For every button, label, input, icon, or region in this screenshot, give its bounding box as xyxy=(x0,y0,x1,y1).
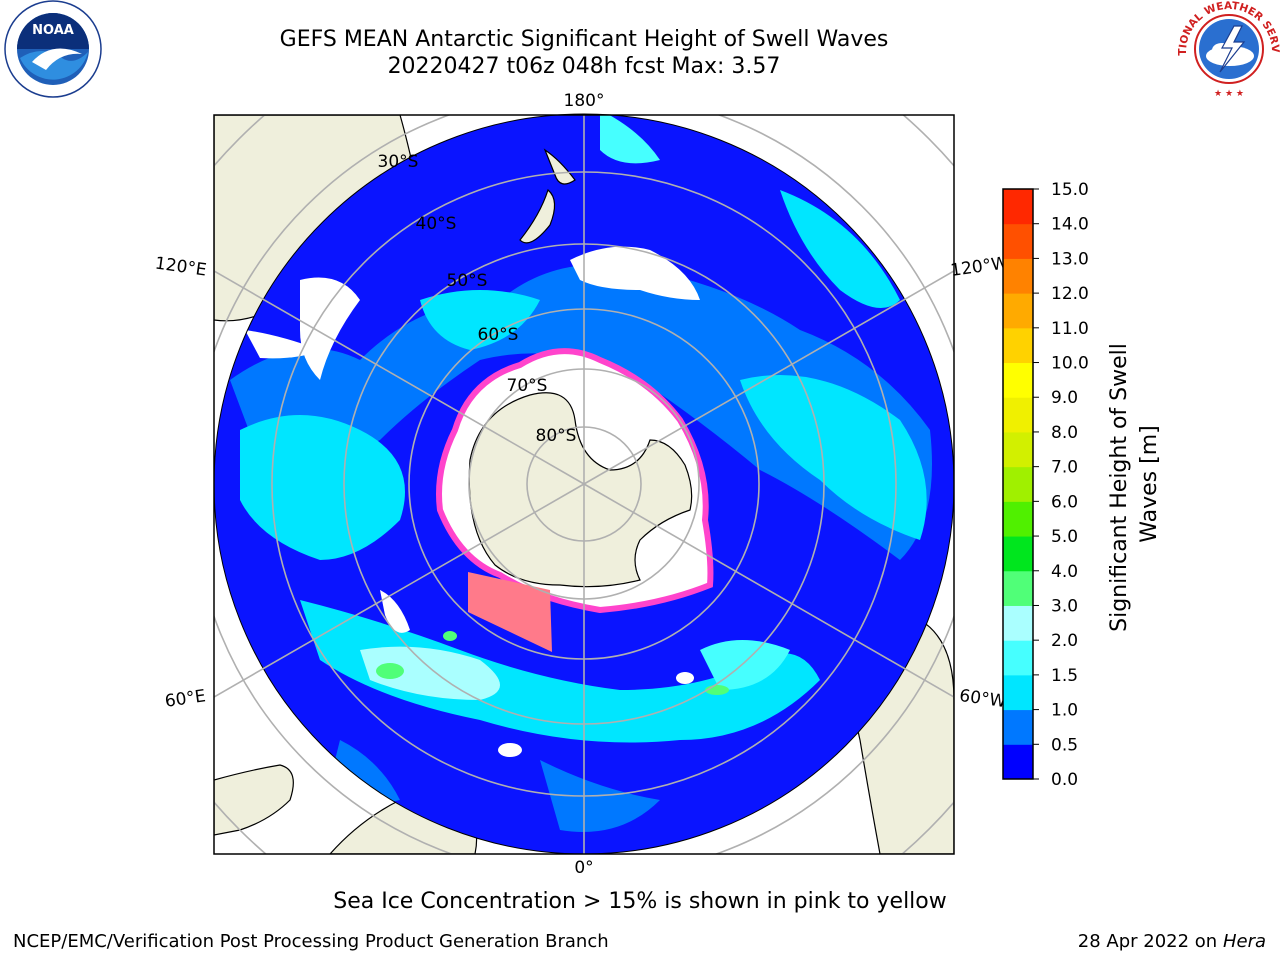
antarctica-land xyxy=(468,392,693,588)
map-plot: 180° 120°E 120°W 60°E 60°W 0° 30°S 40°S … xyxy=(154,91,1010,878)
colorbar-bin xyxy=(1003,744,1033,780)
map-frame xyxy=(213,114,955,855)
colorbar-bin xyxy=(1003,466,1033,502)
credit-date: 28 Apr 2022 on xyxy=(1077,931,1218,952)
colorbar-frame xyxy=(1002,188,1034,780)
lat-label-40s: 40°S xyxy=(416,214,457,234)
sea-ice-region xyxy=(468,572,552,652)
colorbar-tick-label: 11.0 xyxy=(1051,319,1089,339)
credit-host: Hera xyxy=(1222,931,1266,952)
lon-label-0: 0° xyxy=(574,858,593,878)
lat-label-70s: 70°S xyxy=(507,376,548,396)
colorbar-tick-label: 7.0 xyxy=(1051,458,1078,478)
colorbar-tick-label: 1.0 xyxy=(1051,701,1078,721)
colorbar-tick-label: 0.5 xyxy=(1051,735,1078,755)
colorbar-bin xyxy=(1003,397,1033,433)
lon-label-120e: 120°E xyxy=(154,254,208,281)
lon-label-60w: 60°W xyxy=(958,686,1007,712)
colorbar-tick-label: 8.0 xyxy=(1051,423,1078,443)
colorbar-label: Significant Height of Swell Waves [m] xyxy=(1107,336,1162,632)
svg-text:Significant Height of Swell: Significant Height of Swell Waves [m] xyxy=(1107,336,1162,632)
colorbar-tick-label: 5.0 xyxy=(1051,527,1078,547)
noaa-logo: NOAA xyxy=(4,0,102,98)
credit-right: 28 Apr 2022 on Hera xyxy=(1078,931,1266,952)
chart-title: GEFS MEAN Antarctic Significant Height o… xyxy=(279,27,889,52)
lon-label-120w: 120°W xyxy=(949,253,1009,281)
colorbar-bin xyxy=(1003,293,1033,329)
colorbar-bin xyxy=(1003,605,1033,641)
noaa-logo-text: NOAA xyxy=(32,23,74,38)
colorbar-bin xyxy=(1003,640,1033,676)
colorbar-bin xyxy=(1003,536,1033,572)
colorbar-tick-label: 0.0 xyxy=(1051,770,1078,790)
colorbar-bin xyxy=(1003,501,1033,537)
colorbar-bin xyxy=(1003,258,1033,294)
colorbar-tick-label: 9.0 xyxy=(1051,388,1078,408)
graticule xyxy=(214,115,954,854)
lat-label-30s: 30°S xyxy=(378,152,419,172)
colorbar-tick-label: 10.0 xyxy=(1051,354,1089,374)
colorbar-bin xyxy=(1003,674,1033,711)
lat-label-50s: 50°S xyxy=(447,271,488,291)
lon-label-60e: 60°E xyxy=(164,686,207,711)
colorbar-tick-label: 12.0 xyxy=(1051,284,1089,304)
colorbar-tick-label: 3.0 xyxy=(1051,596,1078,616)
colorbar-bin xyxy=(1003,327,1033,364)
colorbar-tick-label: 4.0 xyxy=(1051,562,1078,582)
colorbar-tick-label: 6.0 xyxy=(1051,492,1078,512)
chart-subtitle: 20220427 t06z 048h fcst Max: 3.57 xyxy=(387,54,781,79)
colorbar-tick-label: 2.0 xyxy=(1051,631,1078,651)
nws-logo: NATIONAL WEATHER SERVICE ★ ★ ★ xyxy=(1178,0,1280,99)
lat-label-80s: 80°S xyxy=(536,426,577,446)
colorbar-tick-label: 15.0 xyxy=(1051,180,1089,200)
svg-text:★ ★ ★: ★ ★ ★ xyxy=(1214,89,1244,99)
credit-left: NCEP/EMC/Verification Post Processing Pr… xyxy=(13,931,609,952)
colorbar-bin xyxy=(1003,189,1033,225)
colorbar-tick-label: 14.0 xyxy=(1051,215,1089,235)
colorbar-tick-label: 1.5 xyxy=(1051,666,1078,686)
colorbar-bin xyxy=(1003,362,1033,398)
colorbar-bin xyxy=(1003,570,1033,606)
colorbar-bin xyxy=(1003,223,1033,259)
colorbar: 0.0 0.5 1.0 1.5 2.0 3.0 4.0 5.0 6.0 7.0 8.0 9.0 10.0… xyxy=(1002,180,1089,790)
lat-label-60s: 60°S xyxy=(478,325,519,345)
colorbar-bin xyxy=(1003,431,1033,468)
colorbar-tick-label: 13.0 xyxy=(1051,249,1089,269)
colorbar-bin xyxy=(1003,709,1033,745)
lon-label-180: 180° xyxy=(564,91,605,111)
sea-ice-note: Sea Ice Concentration > 15% is shown in … xyxy=(333,889,947,914)
